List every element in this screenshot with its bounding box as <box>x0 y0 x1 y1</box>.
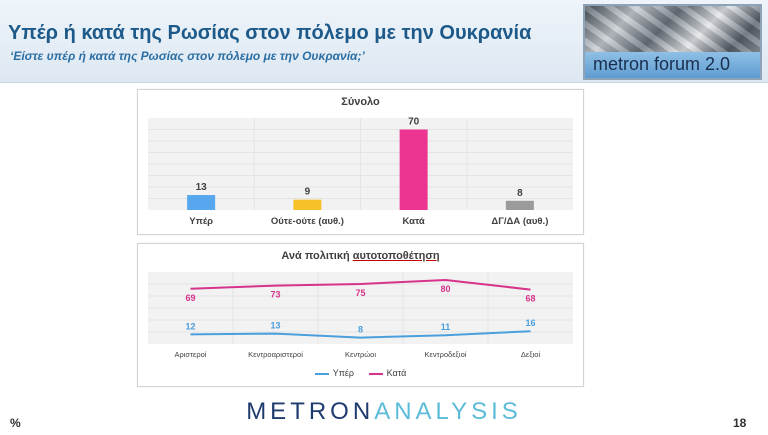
series-line-yper <box>190 330 531 339</box>
data-label: 68 <box>525 294 535 304</box>
x-tick-label: ΔΓ/ΔΑ (αυθ.) <box>491 216 548 227</box>
legend-label-yper: Υπέρ <box>332 368 355 378</box>
data-label: 69 <box>185 293 195 303</box>
ideology-title-part2: αυτοτοποθέτηση <box>352 250 440 262</box>
page-number: 18 <box>733 416 747 430</box>
logo-band <box>585 52 760 78</box>
chart-legend: Υπέρ Κατά <box>138 368 583 378</box>
x-tick-label: Κεντρώοι <box>345 350 376 359</box>
series-line-kata <box>190 278 531 291</box>
legend-swatch-kata <box>368 372 383 375</box>
bar <box>293 199 322 210</box>
logo-text: metron forum 2.0 <box>593 54 731 74</box>
brand-part1: METRON <box>246 398 375 425</box>
total-chart-panel: Σύνολο 13 Υπέρ 9 Ούτε-ούτε (αυθ.) 70 Κατά 8 ΔΓ/… <box>137 89 584 235</box>
data-label: 16 <box>525 318 535 328</box>
legend-item-kata: Κατά <box>368 368 407 378</box>
slide-subtitle: ‘Είστε υπέρ ή κατά της Ρωσίας στον πόλεμ… <box>10 49 365 63</box>
legend-item-yper: Υπέρ <box>314 368 355 378</box>
slide-header: Υπέρ ή κατά της Ρωσίας στον πόλεμο με τη… <box>0 0 768 83</box>
x-tick-label: Υπέρ <box>189 216 213 227</box>
brand-part2: ANALYSIS <box>374 398 522 425</box>
data-label: 11 <box>441 322 451 332</box>
x-tick-label: Αριστεροί <box>175 350 207 359</box>
line-chart: 12 13 8 11 16 69 73 75 80 68 Αριστεροί Κεντροαριστε… <box>148 272 573 359</box>
x-tick-label: Κεντροαριστεροί <box>248 350 303 359</box>
bar-chart: 13 Υπέρ 9 Ούτε-ούτε (αυθ.) 70 Κατά 8 ΔΓ/ΔΑ (αυθ… <box>148 117 573 227</box>
x-tick-label: Κατά <box>402 216 424 227</box>
bar-value-label: 9 <box>305 187 311 198</box>
bar <box>399 129 428 210</box>
total-chart-title: Σύνολο <box>341 96 380 108</box>
legend-swatch-yper <box>314 372 329 375</box>
ideology-title-part1: Ανά πολιτική <box>281 250 350 262</box>
data-label: 75 <box>355 288 365 298</box>
data-label: 12 <box>185 321 195 331</box>
data-label: 80 <box>440 284 450 294</box>
data-label: 13 <box>270 321 280 331</box>
ideology-chart-panel: Ανά πολιτική αυτοτοποθέτηση 12 13 8 11 16 69 7… <box>137 243 584 387</box>
x-tick-label: Δεξιοί <box>521 350 541 359</box>
metron-forum-logo: metron forum 2.0 <box>583 4 762 80</box>
metron-analysis-logo: METRONANALYSIS <box>0 398 768 426</box>
x-tick-label: Ούτε-ούτε (αυθ.) <box>271 216 344 227</box>
bar <box>187 195 216 210</box>
x-tick-label: Κεντροδεξιοί <box>425 350 467 359</box>
ideology-chart-title: Ανά πολιτική αυτοτοποθέτηση <box>138 250 583 262</box>
data-label: 8 <box>358 325 363 335</box>
bar-value-label: 8 <box>517 188 523 199</box>
legend-label-kata: Κατά <box>386 368 407 378</box>
unit-label: % <box>10 416 21 430</box>
data-label: 73 <box>270 290 280 300</box>
bar-value-label: 13 <box>196 182 208 193</box>
bar-value-label: 70 <box>408 117 420 128</box>
slide-title: Υπέρ ή κατά της Ρωσίας στον πόλεμο με τη… <box>8 22 532 44</box>
bar <box>505 200 534 210</box>
